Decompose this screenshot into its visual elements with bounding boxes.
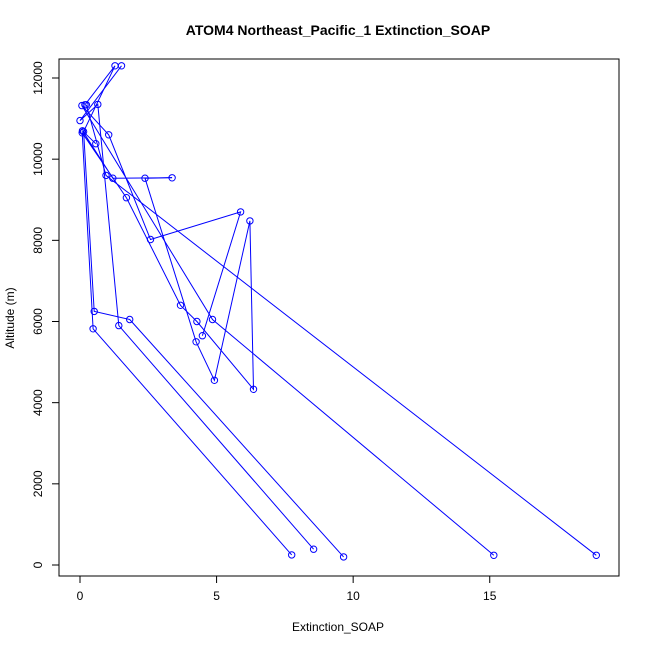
y-tick-label: 6000 <box>31 308 45 335</box>
y-tick-label: 2000 <box>31 470 45 497</box>
y-tick-label: 10000 <box>31 142 45 176</box>
series-line-4 <box>81 105 495 556</box>
data-point <box>249 385 258 393</box>
data-point <box>176 301 185 309</box>
x-tick-label: 15 <box>483 589 497 603</box>
data-point <box>102 171 110 180</box>
series-layer <box>76 62 600 561</box>
data-point <box>122 194 131 202</box>
data-point <box>490 551 498 559</box>
y-tick-label: 12000 <box>31 61 45 95</box>
data-point <box>78 127 87 135</box>
plot-frame <box>58 58 620 577</box>
data-point <box>146 235 155 244</box>
data-point <box>210 376 219 384</box>
data-point <box>117 62 126 70</box>
data-point <box>126 315 134 324</box>
x-axis: 0 5 10 15 <box>77 575 497 603</box>
series-line-3 <box>79 65 314 550</box>
y-tick-label: 8000 <box>31 227 45 254</box>
data-point <box>168 174 176 182</box>
series-line-5 <box>85 104 597 556</box>
y-axis: 0 2000 4000 6000 8000 10000 12000 <box>31 61 60 568</box>
x-tick-label: 0 <box>77 589 84 603</box>
data-point <box>79 127 88 136</box>
data-point <box>192 338 200 346</box>
data-point <box>288 551 296 559</box>
x-tick-label: 10 <box>346 589 360 603</box>
data-point <box>246 217 254 225</box>
series-line-2 <box>83 65 344 558</box>
x-tick-label: 5 <box>213 589 220 603</box>
series-line-1 <box>81 130 293 556</box>
data-point <box>193 317 201 326</box>
data-point <box>105 131 113 139</box>
x-axis-label: Extinction_SOAP <box>292 620 384 634</box>
chart-title: ATOM4 Northeast_Pacific_1 Extinction_SOA… <box>186 22 490 38</box>
y-axis-label: Altitude (m) <box>3 287 17 348</box>
data-point <box>198 332 207 340</box>
data-point <box>236 208 245 216</box>
data-point <box>78 101 86 110</box>
y-tick-label: 4000 <box>31 389 45 416</box>
data-point <box>90 307 98 316</box>
data-point <box>339 553 348 561</box>
data-point <box>94 100 102 109</box>
data-point <box>592 551 600 559</box>
data-point <box>309 545 318 553</box>
data-point <box>82 101 91 109</box>
data-point <box>208 315 217 324</box>
y-tick-label: 0 <box>31 561 45 568</box>
data-point <box>89 325 97 333</box>
data-point <box>141 174 149 182</box>
data-point <box>115 321 123 330</box>
data-point <box>76 116 84 125</box>
